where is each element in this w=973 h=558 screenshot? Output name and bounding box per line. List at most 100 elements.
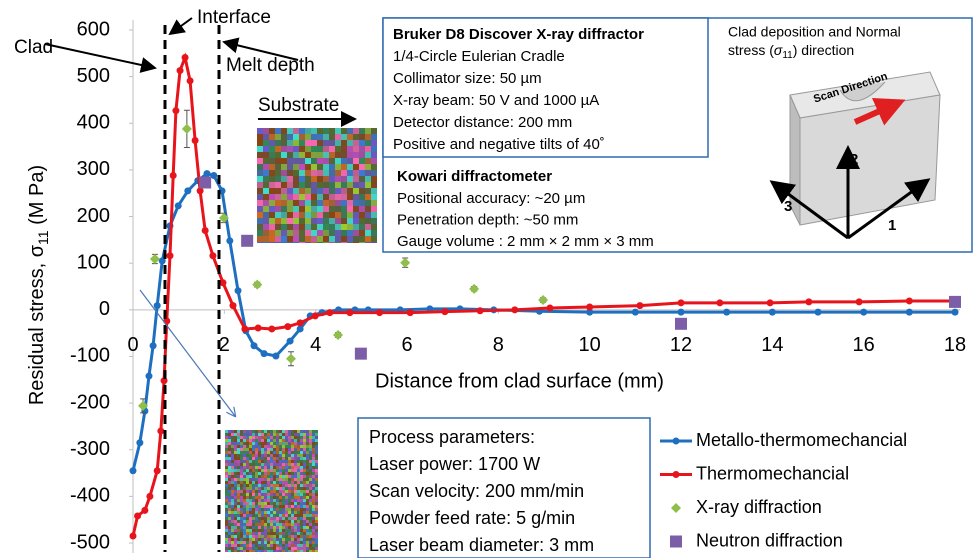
grain — [311, 212, 317, 218]
grain — [317, 194, 323, 200]
x-tick-label: 0 — [127, 334, 138, 356]
line-point — [157, 427, 165, 435]
grain — [273, 505, 276, 508]
grain — [243, 532, 246, 535]
grain — [270, 439, 273, 442]
grain — [243, 496, 246, 499]
grain — [305, 218, 311, 224]
grain — [315, 490, 318, 493]
grain — [279, 469, 282, 472]
grain — [225, 508, 228, 511]
grain — [315, 451, 318, 454]
grain — [269, 182, 275, 188]
legend-marker — [672, 437, 680, 445]
grain — [273, 442, 276, 445]
grain — [275, 218, 281, 224]
grain — [341, 176, 347, 182]
grain — [276, 547, 279, 550]
grain — [287, 164, 293, 170]
grain — [231, 463, 234, 466]
grain — [312, 541, 315, 544]
grain — [315, 541, 318, 544]
grain — [309, 469, 312, 472]
grain — [269, 230, 275, 236]
grain — [294, 499, 297, 502]
grain — [315, 481, 318, 484]
grain — [335, 146, 341, 152]
grain — [315, 472, 318, 475]
grain — [228, 544, 231, 547]
grain — [317, 134, 323, 140]
grain — [306, 520, 309, 523]
grain — [309, 523, 312, 526]
grain — [276, 430, 279, 433]
grain — [263, 134, 269, 140]
grain — [273, 445, 276, 448]
grain — [347, 164, 353, 170]
grain — [309, 496, 312, 499]
grain — [240, 517, 243, 520]
grain — [228, 514, 231, 517]
grain — [365, 194, 371, 200]
grain — [234, 433, 237, 436]
grain — [371, 146, 377, 152]
grain — [246, 442, 249, 445]
grain — [288, 535, 291, 538]
grain — [237, 511, 240, 514]
grain — [276, 433, 279, 436]
grain — [309, 520, 312, 523]
grain — [315, 430, 318, 433]
grain — [258, 454, 261, 457]
grain — [365, 134, 371, 140]
grain — [341, 164, 347, 170]
grain — [243, 430, 246, 433]
grain — [276, 502, 279, 505]
grain — [303, 433, 306, 436]
grain — [275, 200, 281, 206]
grain — [273, 433, 276, 436]
grain — [237, 526, 240, 529]
grain — [273, 481, 276, 484]
grain — [315, 529, 318, 532]
grain — [281, 134, 287, 140]
grain — [252, 520, 255, 523]
grain — [252, 547, 255, 550]
grain — [300, 436, 303, 439]
grain — [282, 490, 285, 493]
grain — [240, 481, 243, 484]
grain — [315, 487, 318, 490]
grain — [317, 230, 323, 236]
grain — [279, 523, 282, 526]
grain — [347, 170, 353, 176]
grain — [279, 484, 282, 487]
grain — [303, 502, 306, 505]
grain — [267, 496, 270, 499]
grain — [228, 451, 231, 454]
x-axis-title: Distance from clad surface (mm) — [375, 370, 664, 392]
grain — [353, 230, 359, 236]
grain — [257, 242, 263, 243]
grain — [279, 487, 282, 490]
grain — [282, 529, 285, 532]
grain — [261, 493, 264, 496]
grain — [297, 442, 300, 445]
grain — [291, 439, 294, 442]
line-point — [129, 532, 137, 540]
grain — [282, 505, 285, 508]
grain — [305, 164, 311, 170]
grain — [341, 170, 347, 176]
grain — [347, 224, 353, 230]
grain — [264, 484, 267, 487]
grain — [297, 448, 300, 451]
grain — [306, 523, 309, 526]
grain — [365, 200, 371, 206]
grain — [353, 182, 359, 188]
grain — [267, 535, 270, 538]
grain — [309, 454, 312, 457]
grain — [282, 454, 285, 457]
grain — [264, 535, 267, 538]
grain — [300, 487, 303, 490]
grain — [297, 475, 300, 478]
grain — [257, 200, 263, 206]
grain — [347, 200, 353, 206]
